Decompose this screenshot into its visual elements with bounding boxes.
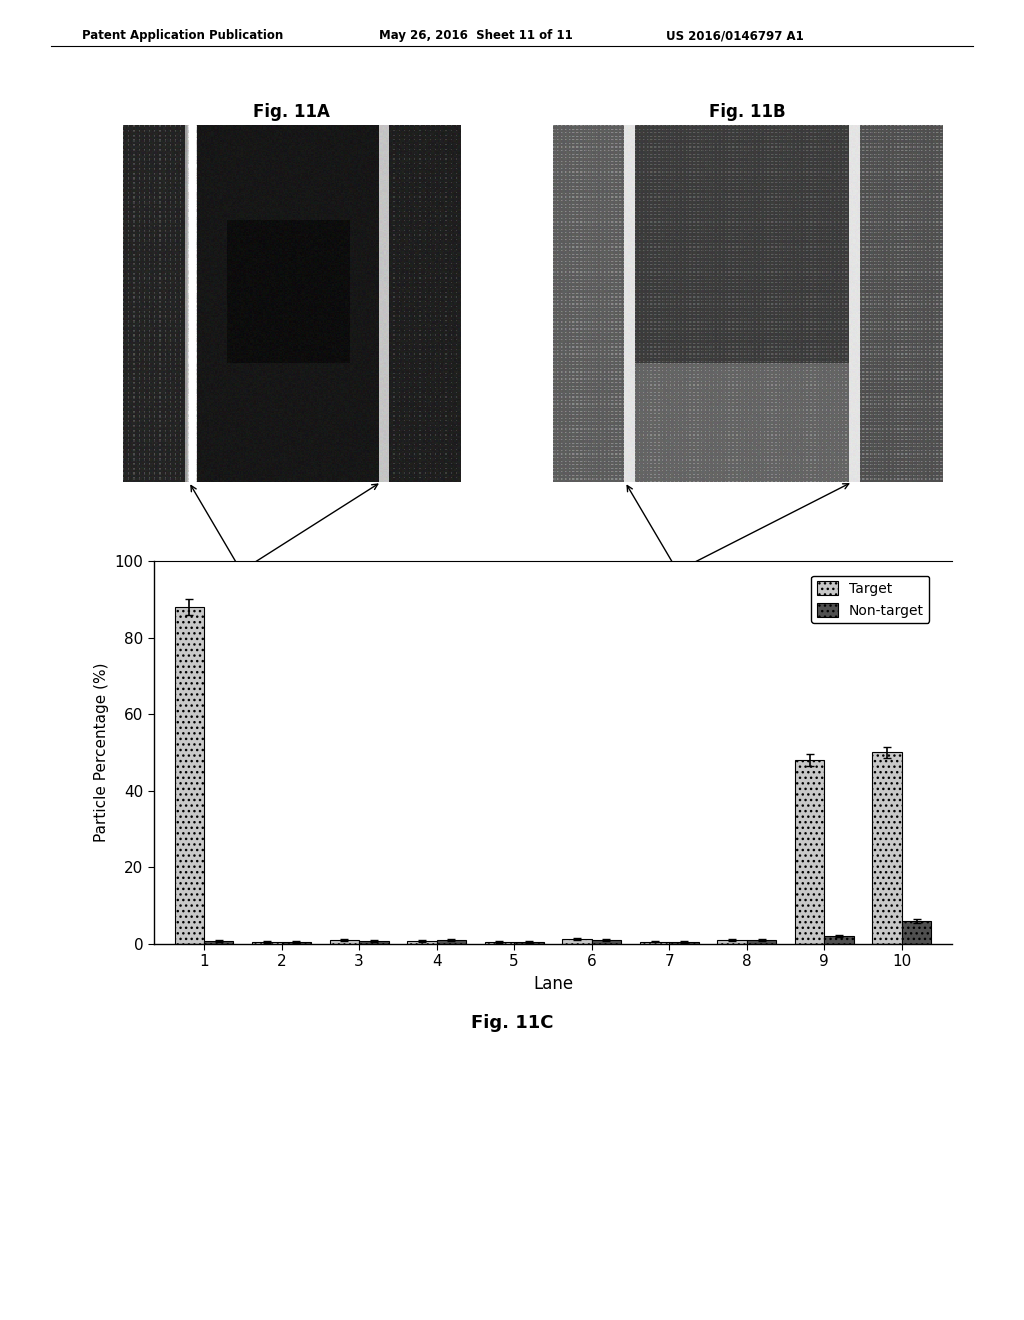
Title: Fig. 11B: Fig. 11B (710, 103, 785, 121)
Bar (359, 941, 388, 944)
Bar (436, 940, 466, 944)
Text: US 2016/0146797 A1: US 2016/0146797 A1 (666, 29, 804, 42)
Bar (872, 752, 902, 944)
Text: May 26, 2016  Sheet 11 of 11: May 26, 2016 Sheet 11 of 11 (379, 29, 572, 42)
Bar (484, 942, 514, 944)
Bar (746, 940, 776, 944)
Y-axis label: Particle Percentage (%): Particle Percentage (%) (94, 663, 109, 842)
Text: Channel
Boundary: Channel Boundary (209, 589, 273, 616)
Bar (330, 940, 359, 944)
Text: Fig. 11C: Fig. 11C (471, 1014, 553, 1032)
Legend: Target, Non-target: Target, Non-target (811, 576, 930, 623)
Text: Patent Application Publication: Patent Application Publication (82, 29, 284, 42)
Bar (562, 940, 592, 944)
Bar (408, 941, 436, 944)
Text: Channel
Boundary: Channel Boundary (645, 589, 710, 616)
Bar (514, 942, 544, 944)
Bar (795, 760, 824, 944)
X-axis label: Lane: Lane (532, 974, 573, 993)
Bar (204, 941, 233, 944)
Bar (252, 942, 282, 944)
Bar (282, 942, 311, 944)
Bar (670, 942, 698, 944)
Bar (824, 936, 854, 944)
Bar (640, 941, 670, 944)
Bar (718, 940, 746, 944)
Bar (174, 607, 204, 944)
Title: Fig. 11A: Fig. 11A (253, 103, 331, 121)
Bar (902, 921, 932, 944)
Bar (592, 940, 622, 944)
